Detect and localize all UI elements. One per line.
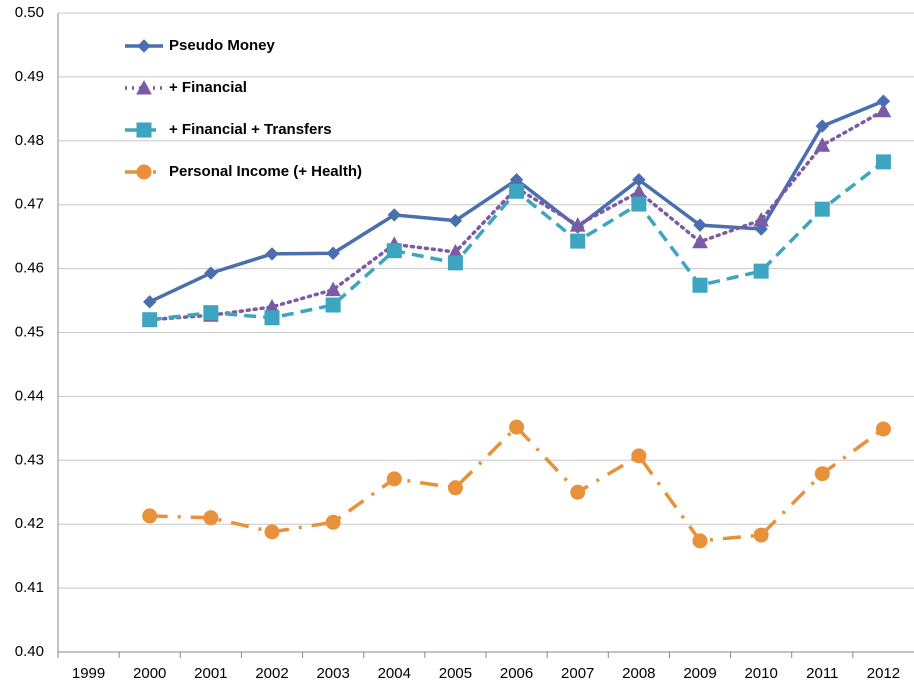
data-point: [386, 471, 402, 487]
data-point: [692, 277, 708, 293]
x-tick-label: 2003: [316, 665, 349, 682]
data-point: [631, 196, 647, 212]
y-tick-label: 0.46: [15, 260, 44, 277]
legend-label: + Financial + Transfers: [169, 121, 332, 138]
x-tick-label: 2010: [744, 665, 777, 682]
y-tick-label: 0.48: [15, 132, 44, 149]
data-point: [447, 480, 463, 496]
data-point: [875, 102, 892, 118]
x-tick-label: 2008: [622, 665, 655, 682]
x-tick-label: 2005: [439, 665, 472, 682]
data-point: [570, 484, 586, 500]
x-tick-label: 2000: [133, 665, 166, 682]
data-point: [143, 295, 157, 309]
data-point: [692, 533, 708, 549]
y-tick-label: 0.47: [15, 196, 44, 213]
data-point: [265, 247, 279, 261]
data-point: [570, 233, 586, 249]
x-tick-label: 2011: [806, 665, 838, 682]
legend-marker: [136, 122, 152, 138]
data-point: [509, 183, 525, 199]
x-tick-label: 2006: [500, 665, 533, 682]
data-point: [203, 305, 219, 321]
data-point: [692, 233, 708, 249]
legend-label: Pseudo Money: [169, 37, 276, 54]
x-tick-label: 2012: [867, 665, 900, 682]
x-tick-label: 2004: [378, 665, 411, 682]
legend-label: Personal Income (+ Health): [169, 163, 362, 180]
data-point: [325, 281, 341, 297]
y-tick-label: 0.41: [15, 579, 44, 596]
data-point: [448, 213, 463, 228]
data-point: [325, 514, 341, 530]
y-tick-label: 0.43: [15, 451, 44, 468]
data-point: [814, 466, 830, 482]
data-point: [693, 218, 707, 232]
data-point: [569, 217, 586, 232]
legend-marker: [136, 164, 152, 180]
data-point: [875, 154, 891, 170]
y-tick-label: 0.45: [15, 323, 44, 340]
data-point: [325, 297, 341, 313]
data-point: [142, 508, 158, 524]
data-point: [203, 510, 219, 526]
data-point: [814, 201, 830, 217]
legend-label: + Financial: [169, 79, 247, 96]
data-point: [814, 137, 831, 152]
legend-marker: [137, 39, 151, 53]
data-point: [753, 527, 769, 543]
data-point: [142, 312, 158, 328]
data-point: [447, 255, 463, 271]
y-tick-label: 0.42: [15, 515, 44, 532]
series-line: [147, 109, 886, 322]
x-tick-label: 2001: [194, 665, 227, 682]
data-point: [386, 243, 402, 259]
y-tick-label: 0.40: [15, 643, 44, 660]
x-tick-label: 1999: [72, 665, 105, 682]
data-point: [875, 421, 891, 437]
y-tick-label: 0.44: [15, 387, 44, 404]
x-tick-label: 2002: [255, 665, 288, 682]
data-point: [753, 211, 769, 227]
data-point: [631, 448, 647, 464]
data-point: [631, 183, 647, 199]
y-tick-label: 0.50: [15, 4, 44, 21]
data-point: [509, 419, 525, 435]
data-point: [326, 246, 340, 260]
data-point: [264, 524, 280, 540]
legend-marker: [136, 79, 152, 95]
data-point: [204, 266, 218, 280]
data-point: [387, 208, 401, 222]
x-tick-label: 2009: [683, 665, 716, 682]
y-tick-label: 0.49: [15, 68, 44, 85]
x-tick-label: 2007: [561, 665, 594, 682]
data-point: [815, 119, 829, 133]
data-point: [753, 263, 769, 279]
data-point: [264, 310, 280, 326]
